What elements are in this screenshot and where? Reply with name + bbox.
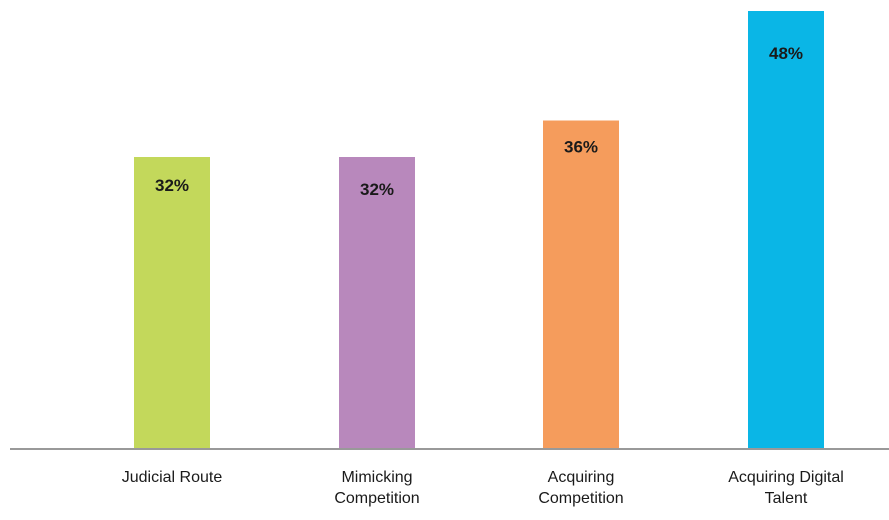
bar-2 <box>543 120 619 449</box>
category-label-1-line-0: Mimicking <box>341 469 412 486</box>
category-label-2-line-1: Competition <box>538 490 623 507</box>
bar-3 <box>748 11 824 449</box>
category-label-3-line-1: Talent <box>765 490 808 507</box>
bar-1 <box>339 157 415 449</box>
data-labels-layer: 32% 32% 36% 48% <box>155 44 803 199</box>
data-label-0: 32% <box>155 176 189 195</box>
category-label-1-line-1: Competition <box>334 490 419 507</box>
bar-0 <box>134 157 210 449</box>
data-label-3: 48% <box>769 44 803 63</box>
data-label-1: 32% <box>360 180 394 199</box>
category-label-3-line-0: Acquiring Digital <box>728 469 844 486</box>
data-label-2: 36% <box>564 138 598 157</box>
bars-layer <box>134 11 824 449</box>
category-label-2-line-0: Acquiring <box>548 469 615 486</box>
category-label-0-line-0: Judicial Route <box>122 469 223 486</box>
category-labels-layer: Judicial Route Mimicking Competition Acquir… <box>122 469 844 507</box>
